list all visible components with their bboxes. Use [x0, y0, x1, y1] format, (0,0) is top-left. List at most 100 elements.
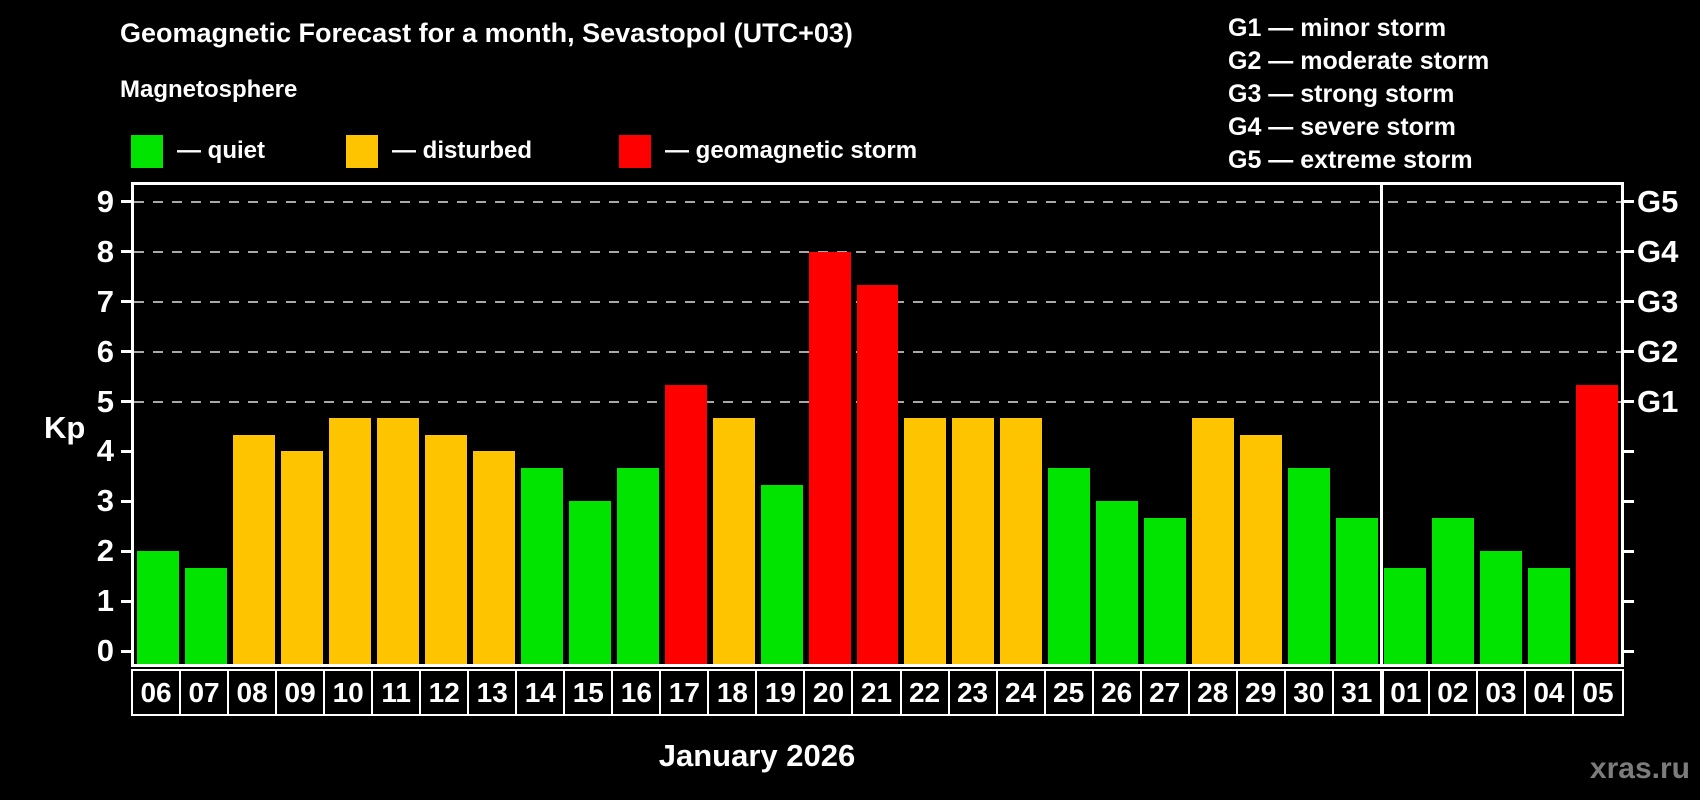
bar-day-29 [1240, 434, 1283, 664]
disturbed-color-swatch [346, 134, 378, 168]
day-label-11: 11 [373, 671, 422, 714]
left-tick-kp4 [121, 449, 131, 453]
day-label-05: 05 [1573, 671, 1622, 714]
storm-color-swatch [619, 134, 651, 168]
y-axis-label-3: 3 [96, 483, 114, 519]
bar-day-08 [232, 434, 275, 664]
legend-item-disturbed: — disturbed [346, 133, 532, 169]
day-label-26: 26 [1093, 671, 1142, 714]
gridline-kp9 [134, 200, 1621, 203]
g-legend-item: G1 — minor storm [1228, 14, 1447, 42]
g-legend-item: G4 — severe storm [1228, 113, 1456, 141]
day-label-01: 01 [1381, 671, 1430, 714]
right-tick-kp0 [1624, 649, 1634, 653]
legend-item-quiet: — quiet [131, 133, 265, 169]
day-label-17: 17 [661, 671, 710, 714]
bar-day-10 [328, 418, 371, 664]
y-axis-label-1: 1 [96, 583, 114, 619]
bar-day-16 [616, 467, 659, 664]
day-label-07: 07 [181, 671, 230, 714]
chart-plot-area: 0 1 2 3 4 5 6 7 8 9 G1 G2 G3 G4 G5 [97, 182, 1679, 668]
page-title: Geomagnetic Forecast for a month, Sevast… [120, 18, 853, 48]
day-label-08: 08 [229, 671, 278, 714]
left-tick-kp0 [121, 649, 131, 653]
right-axis-label-g4: G4 [1637, 233, 1679, 269]
y-axis-title: Kp [44, 410, 86, 445]
x-axis-month-label: January 2026 [658, 738, 856, 773]
left-tick-kp8 [121, 250, 131, 254]
bar-day-07 [184, 567, 227, 664]
y-axis-label-6: 6 [96, 333, 114, 369]
right-tick-kp7 [1624, 300, 1634, 304]
day-label-22: 22 [901, 671, 950, 714]
legend-label-disturbed: — disturbed [392, 137, 533, 164]
right-tick-kp2 [1624, 549, 1634, 553]
chart-canvas: 0 1 2 3 4 5 6 7 8 9 G1 G2 G3 G4 G5 [97, 184, 1679, 668]
bar-day-01 [1384, 567, 1427, 664]
y-axis-label-2: 2 [96, 533, 114, 569]
legend-label-quiet: — quiet [177, 137, 265, 164]
bar-day-17 [664, 385, 707, 664]
bar-day-31 [1336, 517, 1379, 664]
g-scale-legend: G1 — minor storm G2 — moderate storm G3 — … [1228, 12, 1489, 177]
bar-day-04 [1528, 567, 1571, 664]
left-tick-kp9 [121, 200, 131, 204]
right-tick-kp4 [1624, 449, 1634, 453]
watermark: xras.ru [1589, 752, 1690, 785]
day-label-14: 14 [517, 671, 566, 714]
right-axis-label-g1: G1 [1637, 383, 1679, 419]
bar-day-24 [1000, 418, 1043, 664]
y-axis-label-9: 9 [96, 184, 114, 219]
day-label-19: 19 [757, 671, 806, 714]
bar-day-20 [808, 251, 851, 664]
day-label-15: 15 [565, 671, 614, 714]
day-label-24: 24 [997, 671, 1046, 714]
month-separator-line [1379, 185, 1383, 664]
day-label-04: 04 [1525, 671, 1574, 714]
quiet-color-swatch [131, 134, 163, 168]
legend-label-storm: — geomagnetic storm [665, 137, 918, 164]
bar-day-05 [1576, 385, 1618, 664]
right-axis-label-g3: G3 [1637, 283, 1679, 319]
bar-day-15 [568, 501, 611, 664]
left-tick-kp7 [121, 300, 131, 304]
day-label-16: 16 [613, 671, 662, 714]
magnetosphere-subtitle: Magnetosphere [120, 76, 298, 103]
right-axis-label-g2: G2 [1637, 333, 1679, 369]
day-label-13: 13 [469, 671, 518, 714]
bar-day-22 [904, 418, 947, 664]
legend-item-storm: — geomagnetic storm [619, 133, 917, 169]
right-tick-kp5 [1624, 400, 1634, 404]
left-tick-kp5 [121, 400, 131, 404]
day-label-18: 18 [709, 671, 758, 714]
y-axis-label-0: 0 [96, 633, 114, 668]
bar-day-14 [520, 467, 563, 664]
right-tick-kp3 [1624, 499, 1634, 503]
bar-day-12 [424, 434, 467, 664]
bar-day-25 [1048, 467, 1091, 664]
right-tick-kp1 [1624, 599, 1634, 603]
day-label-09: 09 [277, 671, 326, 714]
bar-day-27 [1144, 517, 1187, 664]
right-tick-kp6 [1624, 350, 1634, 354]
day-label-03: 03 [1477, 671, 1526, 714]
day-label-29: 29 [1237, 671, 1286, 714]
bar-day-30 [1288, 467, 1331, 664]
right-tick-kp9 [1624, 200, 1634, 204]
bar-day-28 [1192, 418, 1235, 664]
day-label-23: 23 [949, 671, 998, 714]
g-legend-item: G2 — moderate storm [1228, 47, 1490, 75]
bar-day-03 [1480, 551, 1523, 664]
g-legend-item: G5 — extreme storm [1228, 146, 1473, 174]
day-label-27: 27 [1141, 671, 1190, 714]
day-label-25: 25 [1045, 671, 1094, 714]
g-legend-item: G3 — strong storm [1228, 80, 1455, 108]
day-label-30: 30 [1285, 671, 1334, 714]
right-tick-kp8 [1624, 250, 1634, 254]
bar-day-02 [1432, 517, 1475, 664]
right-axis-label-g5: G5 [1637, 184, 1679, 219]
bar-day-26 [1096, 501, 1139, 664]
day-label-06: 06 [133, 671, 182, 714]
day-label-02: 02 [1429, 671, 1478, 714]
bar-day-13 [472, 451, 515, 664]
